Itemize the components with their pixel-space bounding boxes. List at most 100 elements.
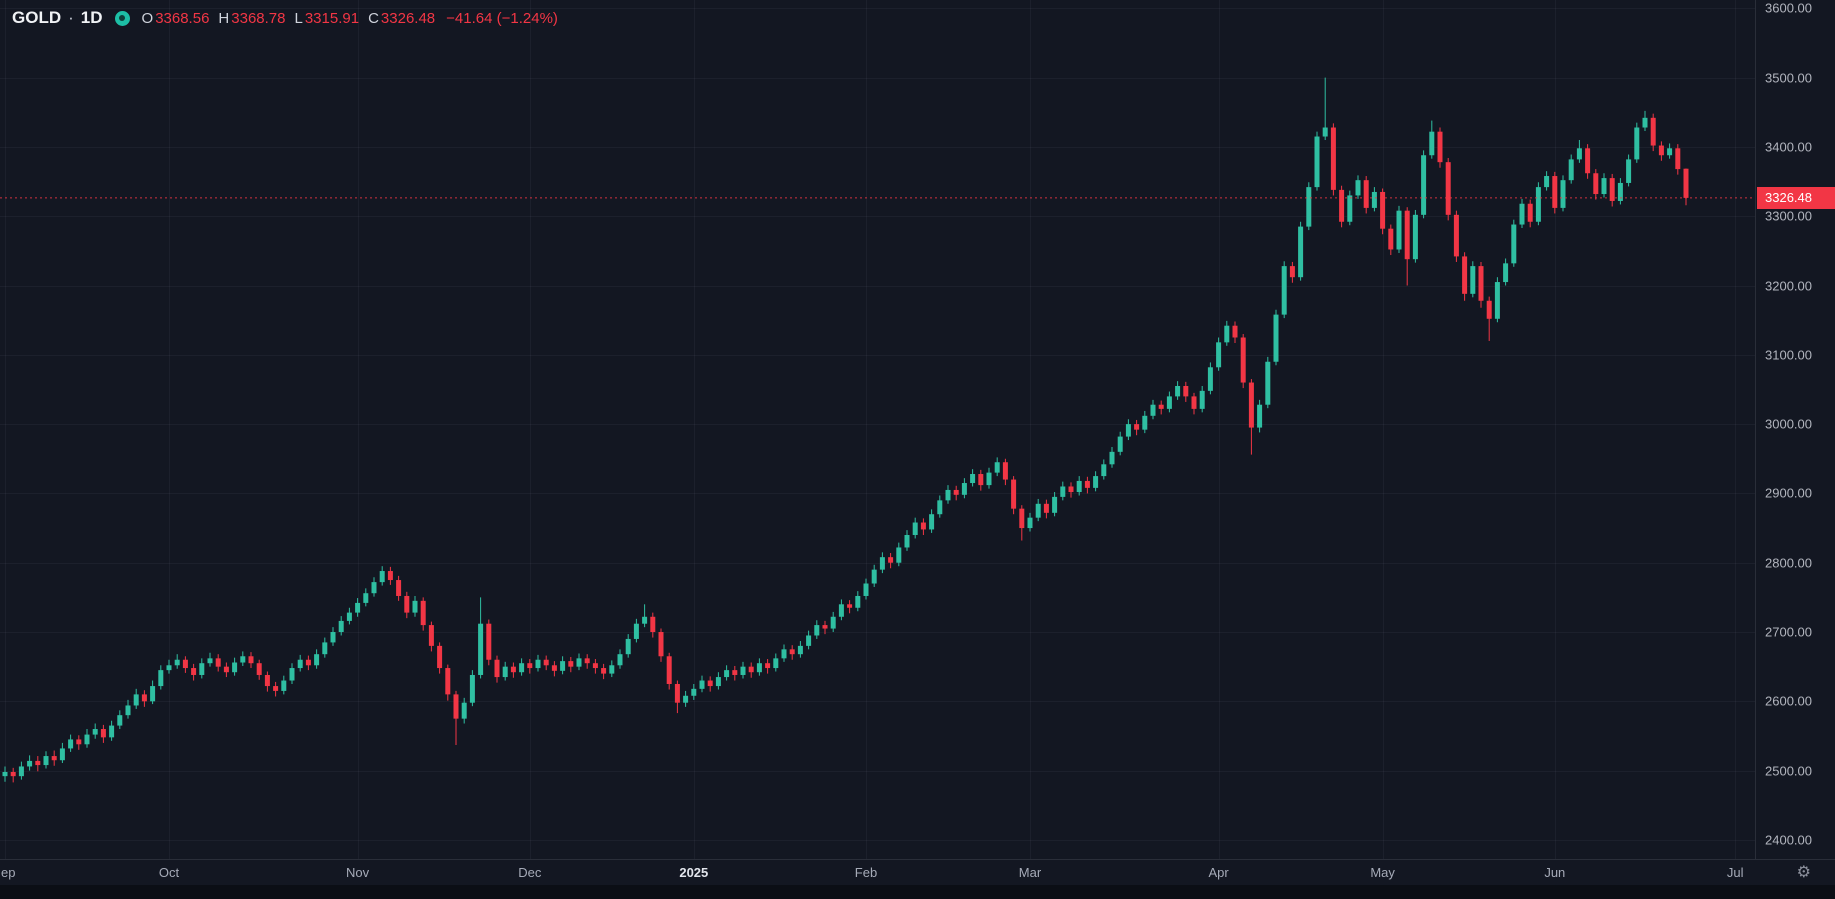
interval-label[interactable]: 1D — [80, 8, 103, 27]
candle — [109, 720, 115, 741]
candle — [1355, 175, 1361, 199]
candle-body — [1298, 226, 1304, 278]
candle — [502, 661, 508, 681]
candle-body — [1527, 203, 1533, 222]
candle — [100, 724, 106, 743]
candle-body — [223, 666, 229, 673]
candle — [1634, 122, 1640, 163]
candle — [314, 649, 320, 669]
candle-body — [1183, 386, 1189, 397]
candle — [305, 655, 311, 671]
time-label: Dec — [518, 865, 542, 880]
candle-body — [133, 694, 139, 706]
candle-body — [543, 659, 549, 666]
candle — [863, 578, 869, 600]
candle-body — [1322, 127, 1328, 137]
candle — [1306, 182, 1312, 231]
candle — [1462, 252, 1468, 301]
candle — [1330, 123, 1336, 196]
candle-body — [1084, 480, 1090, 488]
candle-body — [371, 582, 377, 594]
candle — [1052, 492, 1058, 517]
candle-body — [1281, 266, 1287, 315]
candle-body — [1109, 451, 1115, 465]
candle-body — [535, 659, 541, 669]
candle-body — [1486, 300, 1492, 319]
candle-body — [215, 658, 221, 667]
price-tick-label: 2800.00 — [1765, 555, 1812, 571]
candle-body — [519, 663, 525, 673]
candle — [1166, 391, 1172, 413]
candle — [527, 659, 533, 674]
candle — [1593, 169, 1599, 200]
market-status-icon[interactable] — [114, 10, 130, 26]
candle-body — [207, 658, 213, 664]
candle — [363, 588, 369, 607]
candle — [150, 680, 156, 705]
price-axis[interactable]: 3326.48 3600.00 3500.00 3400.00 3300.00 3200… — [1755, 0, 1835, 859]
candle — [535, 654, 541, 672]
candle — [1273, 309, 1279, 366]
candle-body — [1060, 486, 1066, 497]
candle — [1207, 362, 1213, 395]
candle — [232, 657, 238, 676]
candle-body — [297, 659, 303, 669]
candle-body — [35, 760, 41, 766]
candle — [888, 553, 894, 569]
candle-body — [879, 557, 885, 570]
candle-body — [707, 680, 713, 687]
time-label: Apr — [1208, 865, 1229, 880]
candle-body — [1043, 503, 1049, 513]
candle — [117, 710, 123, 730]
candle-body — [125, 705, 131, 716]
candle-body — [945, 489, 951, 501]
candle-body — [1552, 176, 1558, 208]
candle-body — [1601, 178, 1607, 195]
candle-body — [937, 500, 943, 515]
candle — [1027, 512, 1033, 532]
candle-body — [1683, 168, 1689, 198]
candle — [1494, 277, 1500, 323]
candle-body — [1117, 436, 1123, 452]
low-value: 3315.91 — [304, 9, 360, 27]
candle-body — [1068, 486, 1074, 493]
candle — [707, 676, 713, 692]
candle-body — [953, 489, 959, 495]
candle-body — [847, 604, 853, 608]
gear-icon[interactable]: ⚙ — [1797, 863, 1811, 883]
time-label: ep — [1, 865, 16, 880]
candle-body — [633, 623, 639, 639]
time-axis[interactable]: ⚙ ep Oct Nov Dec 2025 Feb Mar Apr May Jun Jul — [0, 859, 1835, 885]
candle — [248, 652, 254, 669]
symbol-name[interactable]: GOLD — [12, 8, 62, 27]
candle-body — [568, 661, 574, 667]
candle-body — [158, 670, 164, 687]
candle-body — [1199, 390, 1205, 409]
candle — [1175, 381, 1181, 400]
candle — [650, 612, 656, 638]
price-tag-value: 3326.48 — [1765, 190, 1812, 206]
candle — [1060, 481, 1066, 501]
open-value: 3368.56 — [155, 9, 210, 27]
symbol-title[interactable]: GOLD · 1D — [12, 8, 103, 28]
price-tick-label: 3200.00 — [1765, 278, 1812, 294]
candle — [1142, 410, 1148, 434]
candle — [1544, 171, 1550, 191]
candle-body — [666, 656, 672, 684]
candle-body — [650, 616, 656, 633]
candle-body — [920, 522, 926, 530]
price-tick-label: 3400.00 — [1765, 139, 1812, 155]
candle — [1486, 296, 1492, 341]
candle — [2, 766, 8, 782]
chart-pane[interactable]: GOLD · 1D O 3368.56 H 3368.78 L 3315.91 C 33… — [0, 0, 1755, 859]
candle — [929, 509, 935, 533]
price-tick-label: 3000.00 — [1765, 416, 1812, 432]
candle-body — [765, 663, 771, 669]
candle-body — [970, 474, 976, 484]
candle — [568, 656, 574, 673]
candle-body — [1191, 396, 1197, 409]
candle-body — [1257, 404, 1263, 428]
candle — [1068, 482, 1074, 498]
candle — [896, 542, 902, 567]
